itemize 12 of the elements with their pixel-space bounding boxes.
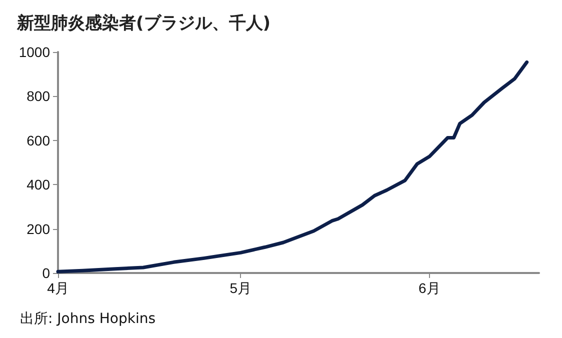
x-tick-label: 5月 [230,280,252,296]
y-tick-label: 1000 [18,44,50,60]
y-tick-label: 200 [26,220,50,237]
x-tick-label: 4月 [47,280,69,296]
y-tick-label: 600 [26,132,50,148]
line-series [56,60,529,274]
text: 出所: Johns Hopkins [20,311,156,327]
x-tick-label: 6月 [418,280,440,296]
y-tick-label: 800 [26,88,50,104]
y-tick-label: 400 [26,176,50,193]
chart-title: 新型肺炎感染者(ブラジル、千人) [16,14,271,34]
y-tick-label: 0 [42,265,50,281]
